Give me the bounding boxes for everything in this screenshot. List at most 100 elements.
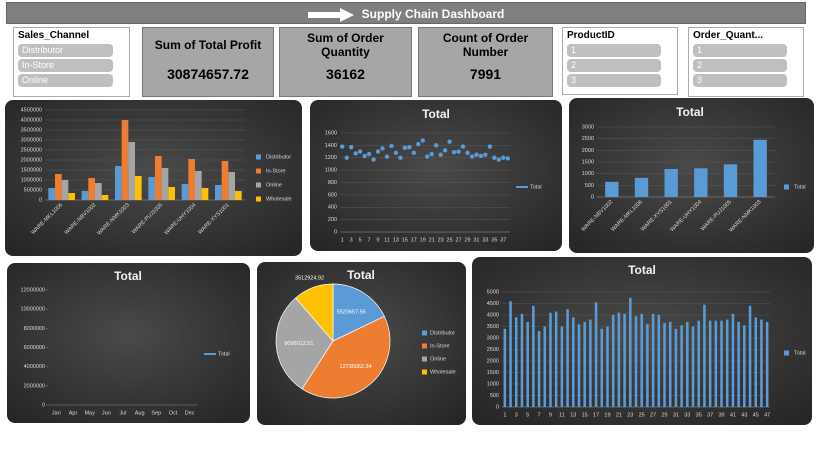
arrow-icon (307, 7, 354, 22)
bar (606, 326, 609, 407)
bar (235, 191, 242, 200)
y-tick-label: 1500 (487, 370, 499, 376)
y-tick-label: 2500000 (21, 147, 42, 153)
y-tick-label: 200 (328, 217, 337, 223)
bar (61, 180, 69, 200)
bar (115, 166, 122, 200)
y-tick-label: 2500 (582, 136, 594, 142)
point (402, 145, 408, 151)
x-tick-label: 15 (582, 412, 588, 418)
bar (594, 302, 598, 407)
bar (634, 316, 638, 407)
y-tick-label: 12000000 (21, 287, 45, 293)
point (433, 143, 439, 148)
slicer-item[interactable]: 3 (567, 74, 661, 87)
slicer-item[interactable]: In-Store (18, 59, 113, 72)
bar (600, 328, 604, 407)
y-tick-label: 5000 (487, 289, 499, 295)
point (340, 144, 345, 149)
kpi-value: 36162 (326, 66, 365, 82)
legend-swatch (784, 184, 789, 190)
y-tick-label: 4000000 (24, 364, 45, 370)
point (447, 139, 452, 144)
chart-panel (7, 263, 250, 423)
point (353, 151, 358, 156)
kpi-card: Sum of Order Quantity 36162 (279, 27, 412, 97)
x-tick-label: 17 (411, 237, 417, 243)
point (474, 152, 479, 157)
bar (543, 326, 547, 407)
bar (68, 193, 75, 200)
chart-title: Total (114, 269, 142, 283)
bar (532, 305, 535, 407)
slicer[interactable]: Sales_Channel Distributor In-Store Onlin… (13, 27, 130, 97)
bar (155, 156, 162, 200)
x-tick-label: 11 (384, 237, 390, 243)
x-tick-label: 45 (753, 412, 759, 418)
legend-swatch (422, 356, 427, 362)
point (362, 153, 367, 159)
slicer-title: Order_Quant... (693, 30, 764, 41)
slicer-item[interactable]: Online (18, 74, 113, 87)
y-tick-label: 4500 (487, 301, 499, 307)
x-tick-label: 5 (359, 237, 362, 243)
bar (571, 317, 575, 407)
slicer-item[interactable]: 2 (567, 59, 661, 72)
slicer-item[interactable]: Distributor (18, 44, 113, 57)
x-tick-label: 7 (368, 237, 371, 243)
x-tick-label: Dec (185, 410, 195, 416)
x-tick-label: 25 (639, 412, 645, 418)
bar (168, 187, 175, 200)
bar (81, 191, 89, 200)
x-tick-label: Apr (69, 410, 78, 416)
bar (663, 323, 666, 407)
legend-swatch (422, 369, 427, 375)
bar (668, 321, 672, 407)
slicer[interactable]: Order_Quant... 1 2 3 (688, 27, 804, 97)
x-tick-label: 27 (650, 412, 656, 418)
slicer-item[interactable]: 2 (693, 59, 787, 72)
bar (617, 312, 621, 407)
bar (634, 177, 649, 197)
bar (703, 304, 706, 407)
x-tick-label: Aug (135, 410, 145, 416)
bar (708, 320, 712, 407)
x-tick-label: 3 (350, 237, 353, 243)
x-tick-label: 47 (764, 412, 770, 418)
y-tick-label: 1500 (582, 159, 594, 165)
x-tick-label: 23 (438, 237, 444, 243)
slicer-item[interactable]: 1 (567, 44, 661, 57)
x-tick-label: 19 (420, 237, 426, 243)
bar (188, 159, 195, 200)
point (416, 141, 421, 147)
y-tick-label: 3500000 (21, 127, 42, 133)
bar (737, 321, 740, 407)
bar (583, 321, 586, 407)
bar (135, 176, 142, 200)
kpi-label: Count of Order Number (442, 31, 529, 59)
x-tick-label: 37 (707, 412, 713, 418)
bar (714, 320, 718, 407)
point (487, 144, 493, 149)
x-tick-label: 7 (538, 412, 541, 418)
bar (520, 313, 524, 407)
point (375, 149, 381, 154)
kpi-value: 7991 (469, 66, 502, 82)
x-tick-label: 21 (429, 237, 435, 243)
slicer-item[interactable]: 3 (693, 74, 787, 87)
bar (605, 181, 619, 197)
point (465, 150, 470, 155)
bar (566, 309, 569, 407)
y-tick-label: 0 (591, 194, 594, 200)
x-tick-label: 9 (549, 412, 552, 418)
y-tick-label: 400 (328, 205, 337, 211)
bar (725, 319, 729, 407)
slicer-item[interactable]: 1 (693, 44, 787, 57)
point (429, 151, 434, 157)
slicer[interactable]: ProductID 1 2 3 (562, 27, 678, 95)
point (389, 143, 394, 149)
x-tick-label: 11 (559, 412, 565, 418)
bar (195, 171, 202, 200)
bar (55, 174, 62, 200)
